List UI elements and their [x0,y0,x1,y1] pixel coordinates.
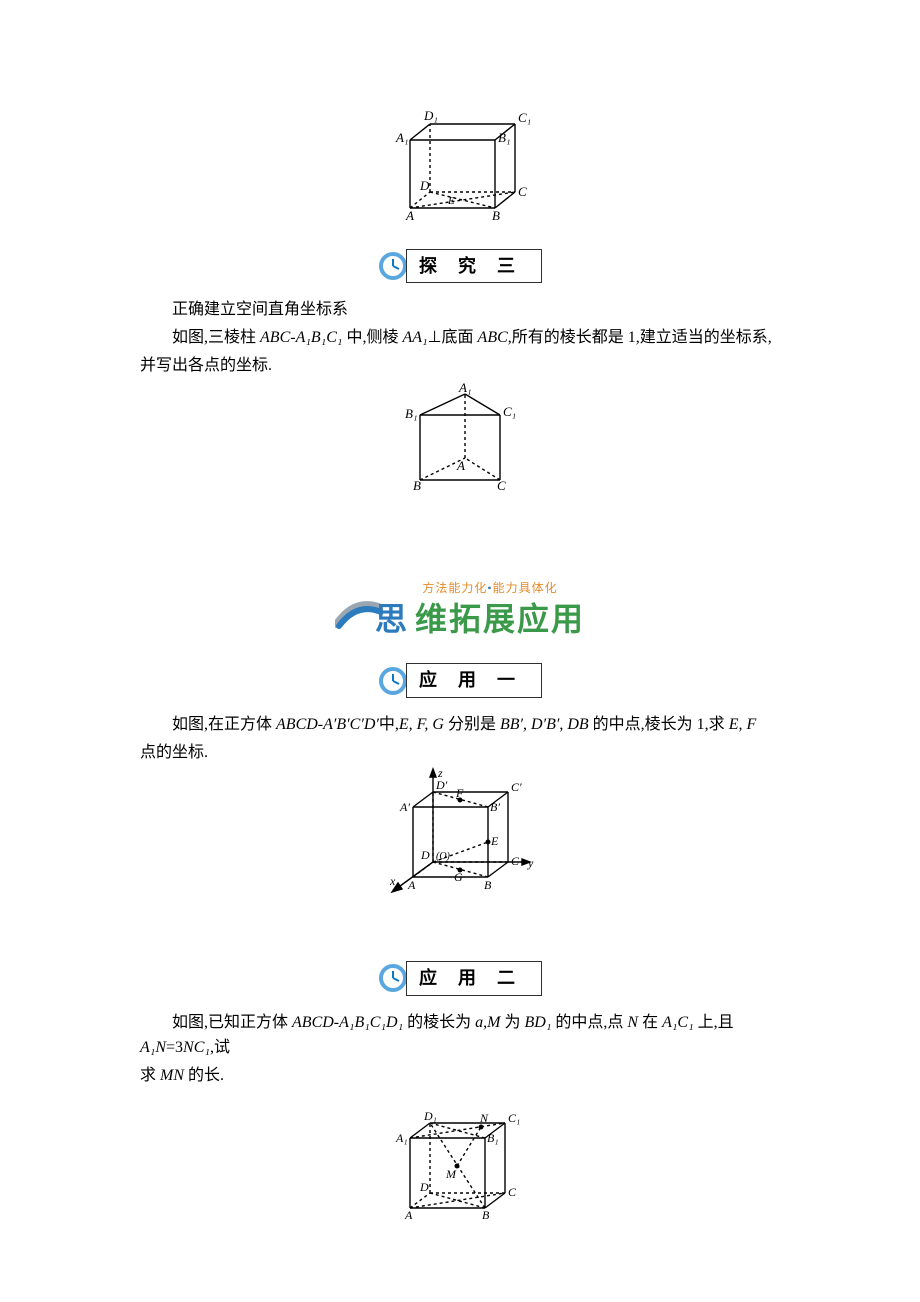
svg-text:M: M [445,1167,457,1181]
clock-icon [378,666,408,696]
svg-text:G: G [454,870,463,884]
badge-label: 探 究 三 [406,249,542,284]
svg-text:N: N [479,1111,489,1125]
figure-cube-mn: A B C D A₁ B₁ C₁ D₁ M N [140,1090,780,1229]
svg-text:C′: C′ [511,780,522,794]
section-title: 正确建立空间直角坐标系 [140,297,780,323]
svg-text:B: B [482,1208,490,1220]
svg-text:C: C [508,1185,517,1199]
figure-tri-prism: A B C A₁ B₁ C₁ [140,380,780,499]
svg-text:A′: A′ [399,800,410,814]
svg-text:D: D [419,1180,429,1194]
badge-label: 应 用 一 [406,663,542,698]
yingyong2-para-2: 求 MN 的长. [140,1063,780,1089]
svg-text:B′: B′ [490,800,500,814]
clock-icon [378,251,408,281]
tanjiu3-para-2: 并写出各点的坐标. [140,353,780,379]
lbl-D1: D₁ [423,108,438,123]
lbl-B: B [492,208,500,220]
svg-text:D₁: D₁ [423,1109,437,1123]
lbl-A1: A₁ [395,130,408,145]
yingyong2-para: 如图,已知正方体 ABCD-A₁B₁C₁D₁ 的棱长为 a,M 为 BD₁ 的中… [140,1010,780,1061]
clock-icon [378,963,408,993]
lbl-D: D [419,178,430,193]
lbl-B1: B₁ [498,130,510,145]
lbl-B: B [413,478,421,490]
tanjiu3-para: 如图,三棱柱 ABC-A₁B₁C₁ 中,侧棱 AA₁⊥底面 ABC,所有的棱长都… [140,325,780,351]
lbl-C: C [518,184,527,199]
lbl-C1: C₁ [503,404,516,419]
lbl-A: A [456,458,465,473]
figure-cuboid-abcd: A B C D E A₁ B₁ C₁ D₁ [140,100,780,229]
yingyong1-para-2: 点的坐标. [140,740,780,766]
yingyong1-para: 如图,在正方体 ABCD-A′B′C′D′中,E, F, G 分别是 BB′, … [140,712,780,738]
section-badge-yingyong-2: 应 用 二 [140,961,780,996]
svg-text:z: z [437,767,443,780]
lbl-C1: C₁ [518,110,531,125]
section-badge-yingyong-1: 应 用 一 [140,663,780,698]
svg-text:B₁: B₁ [487,1131,499,1145]
svg-text:F: F [455,786,464,800]
svg-text:E: E [490,834,499,848]
svg-text:A: A [407,878,416,892]
svg-text:D′: D′ [435,778,448,792]
svg-text:x: x [389,874,396,888]
svg-text:C₁: C₁ [508,1111,520,1125]
svg-text:A₁: A₁ [395,1131,408,1145]
lbl-C: C [497,478,506,490]
svg-text:y: y [527,856,534,870]
lbl-A: A [405,208,414,220]
svg-text:C: C [511,854,520,868]
svg-text:(O): (O) [436,851,451,862]
figure-cube-axes: A B C D (O) A′ B′ C′ D′ E F G x y z [140,767,780,911]
lbl-B1: B₁ [405,406,417,421]
badge-label: 应 用 二 [406,961,542,996]
lbl-E: E [447,195,455,207]
hero-heading: 方法能力化•能力具体化 思 维拓展应用 [140,579,780,645]
svg-text:B: B [484,878,492,892]
svg-text:A: A [404,1208,413,1220]
section-badge-tanjiu-3: 探 究 三 [140,249,780,284]
svg-text:D: D [420,848,430,862]
lbl-A1: A₁ [458,380,471,395]
